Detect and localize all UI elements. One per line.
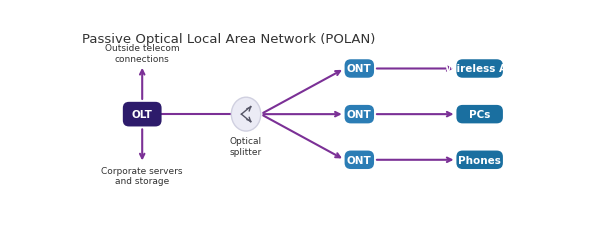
- FancyBboxPatch shape: [345, 60, 374, 78]
- Text: Phones: Phones: [458, 155, 501, 165]
- Text: ONT: ONT: [347, 155, 371, 165]
- Ellipse shape: [231, 98, 261, 131]
- Text: ONT: ONT: [347, 110, 371, 120]
- Text: ONT: ONT: [347, 64, 371, 74]
- FancyBboxPatch shape: [456, 60, 503, 78]
- FancyBboxPatch shape: [345, 151, 374, 169]
- Text: Optical
splitter: Optical splitter: [230, 137, 262, 156]
- FancyBboxPatch shape: [123, 102, 161, 127]
- FancyBboxPatch shape: [456, 151, 503, 169]
- Text: Corporate servers
and storage: Corporate servers and storage: [102, 166, 183, 185]
- FancyBboxPatch shape: [456, 105, 503, 124]
- Text: PCs: PCs: [469, 110, 490, 120]
- Text: Outside telecom
connections: Outside telecom connections: [105, 44, 180, 63]
- Text: Passive Optical Local Area Network (POLAN): Passive Optical Local Area Network (POLA…: [82, 32, 376, 45]
- Text: OLT: OLT: [132, 110, 153, 120]
- FancyBboxPatch shape: [345, 105, 374, 124]
- Text: Wireless AP: Wireless AP: [445, 64, 515, 74]
